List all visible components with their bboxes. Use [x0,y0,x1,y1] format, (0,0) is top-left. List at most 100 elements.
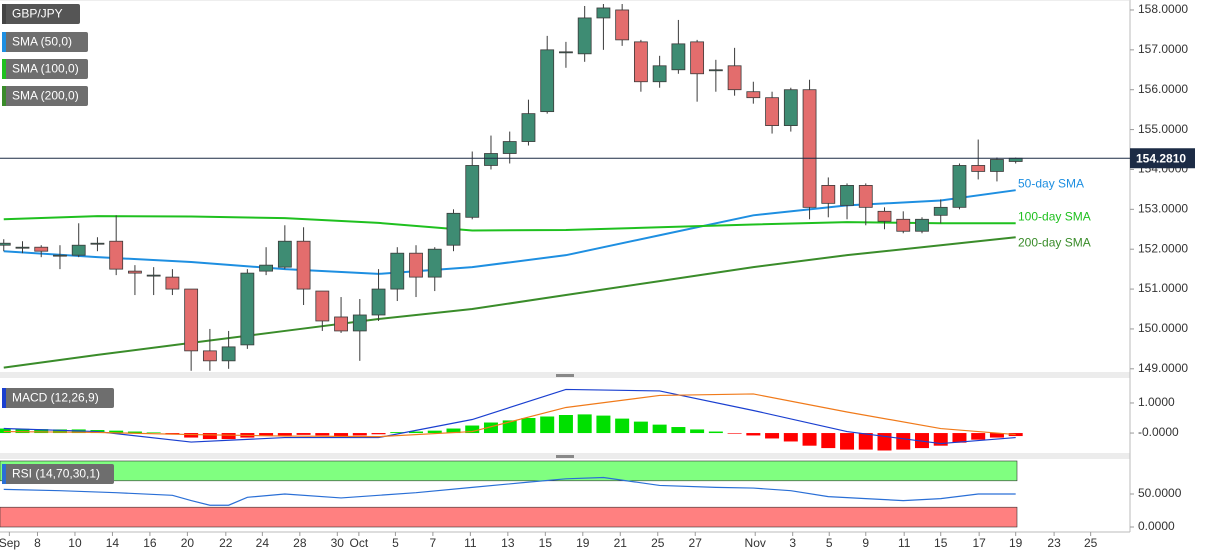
x-tick-label: 5 [826,536,833,550]
candle-body [184,288,199,352]
candle-body [765,97,779,126]
sma-label: 200-day SMA [1018,235,1091,249]
candle-body [71,244,86,256]
candle-body [840,185,854,206]
legend-box [2,4,80,24]
sma-line [3,215,1016,232]
legend-stripe [2,388,6,408]
oversold-band [0,506,1018,528]
macd-bar [708,431,723,434]
candle-body [146,274,161,277]
x-tick-label: 5 [392,536,399,550]
legend-text: SMA (100,0) [12,62,79,76]
macd-bar [558,415,573,434]
x-tick-label: 11 [898,536,911,550]
macd-bar [521,418,536,434]
y-tick-label: 158.0000 [1138,2,1188,16]
macd-bar [409,431,424,434]
macd-bar [352,433,367,436]
macd-bar [52,429,67,434]
candle-body [652,65,667,83]
x-tick-label: 23 [1047,536,1061,550]
candle-body [502,141,517,154]
y-tick-label: 0.0000 [1138,519,1175,533]
y-tick-label: 156.0000 [1138,82,1188,96]
candle-body [34,246,49,252]
macd-bar [34,429,49,434]
last-price-label: 154.2810 [1136,151,1186,165]
legend-box [2,59,88,79]
macd-bar [540,416,555,434]
candle-body [15,246,30,249]
candle-body [465,165,480,218]
candle-body [128,270,142,274]
candle-body [783,89,798,126]
macd-bar [821,433,836,449]
legend-box [2,464,114,484]
macd-bar [371,433,386,435]
macd-bar [746,433,761,436]
x-tick-label: 30 [331,536,345,550]
candle-body [821,185,836,204]
candle-body [240,272,255,346]
candle-body [802,89,817,208]
x-tick-label: 9 [862,536,869,550]
y-tick-label: 1.0000 [1138,395,1175,409]
candle-body [896,218,911,232]
candle-body [53,254,67,257]
last-price-box [1130,148,1195,169]
macd-bar [858,433,873,450]
x-tick-label: 19 [1009,536,1023,550]
sma-label: 100-day SMA [1018,209,1091,223]
macd-bar [840,433,855,450]
macd-bar [596,415,611,434]
candle-body [746,91,761,99]
candle-body [390,252,405,290]
macd-bar [483,422,498,434]
candle-body [877,210,892,222]
macd-bar [334,433,349,437]
x-tick-label: 25 [651,536,665,550]
macd-bar [952,433,967,443]
y-tick-label: 151.0000 [1138,281,1188,295]
candle-body [109,240,124,270]
macd-bar [465,425,480,434]
legend-stripe [2,32,6,52]
candle-body [690,41,705,75]
macd-bar [109,430,124,434]
y-tick-label: 155.0000 [1138,122,1188,136]
x-tick-label: 21 [614,536,628,550]
x-tick-label: Sep [0,536,20,550]
x-tick-label: 13 [501,536,515,550]
candle-body [933,206,948,216]
macd-bar [202,433,217,440]
candle-body [371,288,386,316]
macd-bar [765,433,780,439]
x-tick-label: 25 [1084,536,1098,550]
legend-text: RSI (14,70,30,1) [12,467,100,481]
y-tick-label: -0.0000 [1138,425,1179,439]
macd-bar [315,433,330,436]
divider-handle [556,374,574,377]
overbought-band [0,460,1018,482]
x-tick-label: 17 [972,536,986,550]
y-tick-label: 153.0000 [1138,201,1188,215]
x-tick-label: 15 [539,536,553,550]
candle-body [521,113,536,142]
candle-body [90,242,105,245]
x-tick-label: 3 [789,536,796,550]
macd-bar [15,428,30,434]
macd-bar [502,420,517,434]
macd-bar [633,421,648,434]
candle-body [446,212,461,246]
candle-body [915,218,929,232]
candle-body [708,69,723,72]
candle-body [202,350,217,362]
legend-text: SMA (200,0) [12,89,79,103]
macd-bar [259,433,274,437]
macd-bar [146,432,161,434]
candle-body [577,17,592,55]
candle-body [559,51,573,54]
macd-bar [671,427,686,434]
macd-line [3,393,1016,438]
